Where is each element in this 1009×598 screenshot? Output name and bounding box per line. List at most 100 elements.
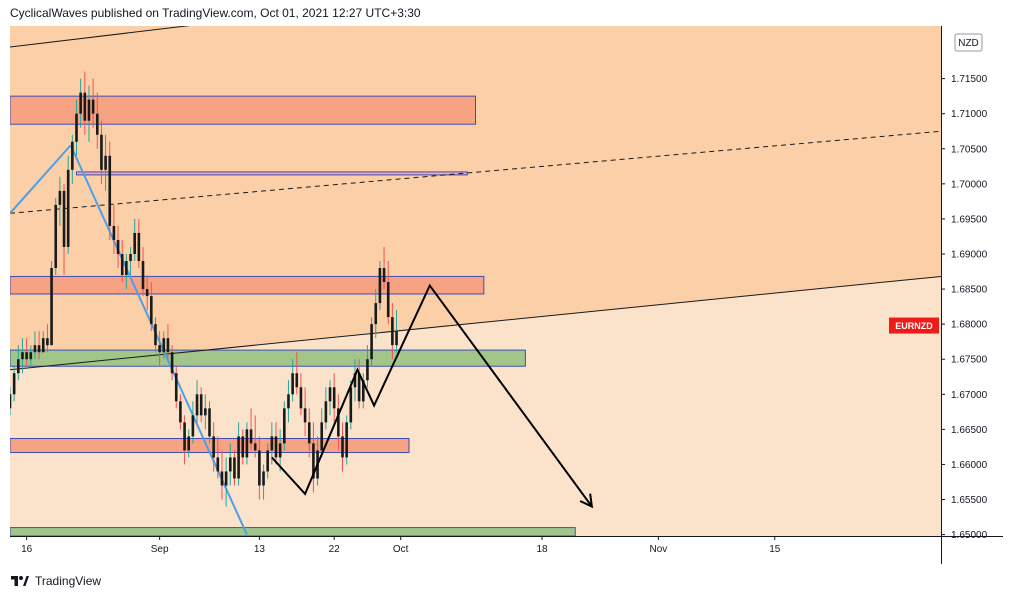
candle-body (291, 373, 294, 395)
y-tick-label: 1.71500 (951, 74, 988, 85)
candle-body (179, 401, 182, 423)
x-tick-label: 15 (769, 544, 781, 555)
candle-body (50, 268, 53, 346)
x-tick-label: 16 (21, 544, 33, 555)
candle-body (378, 268, 382, 304)
candle-body (228, 457, 232, 472)
candle-body (10, 394, 12, 409)
candle-body (216, 457, 220, 472)
candle-body (21, 352, 24, 360)
candle-body (253, 443, 257, 451)
candle-body (87, 99, 91, 121)
y-tick-label: 1.69500 (951, 214, 988, 225)
y-tick-label: 1.66500 (951, 425, 988, 436)
candle-body (370, 324, 373, 360)
zone-pink-1 (76, 171, 468, 176)
tradingview-logo-icon (11, 576, 29, 586)
zone-red-2 (10, 275, 485, 295)
chart-container[interactable]: NZD 1.71500 1.71000 1.70500 1.70000 1.69500 1.… (10, 26, 1003, 564)
candle-body (162, 338, 166, 353)
x-tick-label: 18 (536, 544, 548, 555)
candle-body (299, 387, 303, 409)
candle-body (332, 387, 336, 409)
zone-red-0 (10, 95, 476, 125)
trendline-2 (10, 130, 942, 214)
candle-body (183, 422, 186, 451)
trendline-3 (10, 144, 72, 214)
currency-label: NZD (958, 38, 979, 49)
candle-body (328, 387, 332, 402)
y-tick-label: 1.68000 (951, 320, 988, 331)
candle-body (41, 338, 45, 353)
candle-body (71, 141, 74, 170)
candle-body (262, 471, 265, 486)
price-chart[interactable]: NZD 1.71500 1.71000 1.70500 1.70000 1.69500 1.… (10, 26, 1003, 564)
candle-body (154, 324, 157, 346)
candle-body (199, 394, 203, 416)
x-tick-label: 13 (254, 544, 266, 555)
tradingview-brand: TradingView (35, 574, 102, 588)
candle-body (137, 232, 141, 262)
candle-body (357, 373, 361, 402)
candle-body (75, 113, 78, 142)
candle-body (266, 450, 269, 472)
candle-body (37, 345, 41, 353)
candle-body (83, 92, 87, 121)
y-tick-label: 1.68500 (951, 285, 988, 296)
candle-body (112, 225, 116, 240)
candle-body (395, 331, 398, 346)
candle-body (150, 296, 153, 325)
candle-body (353, 373, 357, 388)
candle-body (258, 450, 261, 486)
y-tick-label: 1.65500 (951, 495, 988, 506)
candle-body (95, 113, 99, 135)
candle-body (287, 394, 290, 409)
candle-body (104, 155, 107, 170)
candle-body (174, 373, 178, 402)
y-tick-label: 1.71000 (951, 109, 988, 120)
candle-body (295, 373, 299, 388)
price-axis-panel (941, 26, 1003, 564)
candle-body (33, 345, 37, 353)
projection-arrowhead (579, 493, 594, 509)
candle-body (54, 204, 58, 269)
y-tick-label: 1.69000 (951, 249, 988, 260)
candle-body (62, 190, 66, 247)
candle-body (79, 92, 82, 114)
symbol-price-tag (889, 317, 939, 334)
candle-body (133, 232, 136, 254)
candle-body (166, 338, 170, 353)
x-tick-label: Sep (151, 544, 169, 555)
candle-body (187, 436, 191, 451)
candle-body (278, 443, 282, 458)
publish-header: CyclicalWaves published on TradingView.c… (10, 6, 421, 20)
y-tick-label: 1.66000 (951, 460, 988, 471)
candle-body (125, 261, 128, 276)
candle-body (195, 394, 199, 416)
x-tick-label: 22 (329, 544, 341, 555)
candle-body (58, 190, 62, 205)
candle-body (46, 338, 49, 346)
wave-projection (271, 283, 593, 508)
candle-body (233, 457, 236, 479)
candle-body (208, 408, 211, 437)
candle-body (361, 380, 365, 402)
x-tick-label: Nov (649, 544, 667, 555)
candle-body (141, 261, 145, 290)
candle-body (382, 268, 386, 283)
candle-body (307, 422, 311, 444)
candle-body (366, 359, 369, 381)
currency-box (954, 33, 983, 52)
candle-body (386, 282, 390, 318)
y-tick-label: 1.67000 (951, 390, 988, 401)
candle-body (12, 373, 16, 395)
candle-body (374, 303, 378, 325)
candle-body (91, 99, 95, 114)
candle-body (158, 345, 161, 353)
candle-body (270, 436, 274, 451)
candle-body (191, 415, 195, 437)
candle-body (145, 289, 149, 297)
symbol-price-label: EURNZD (895, 321, 933, 331)
candle-body (337, 408, 340, 437)
candle-body (129, 253, 132, 262)
